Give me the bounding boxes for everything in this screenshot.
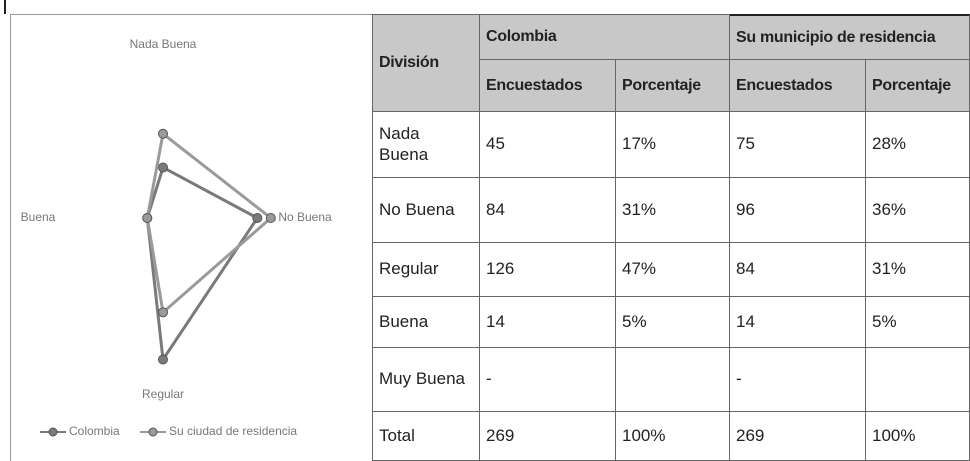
row-label: Muy Buena	[372, 348, 480, 412]
table-cell: 36%	[866, 178, 970, 243]
table-cell: -	[480, 348, 616, 412]
table-cell: 75	[730, 112, 866, 178]
table-cell: 31%	[616, 178, 730, 243]
chart-panel	[10, 14, 373, 461]
radar-chart: Nada Buena No Buena Regular Buena Colombia Su…	[21, 37, 332, 438]
header-sub: Porcentaje	[866, 60, 970, 112]
header-sub: Encuestados	[480, 60, 616, 112]
axis-label: No Buena	[278, 210, 332, 224]
axis-label: Regular	[142, 387, 184, 401]
table-cell: 100%	[616, 412, 730, 461]
row-label: Total	[372, 412, 480, 461]
table-cell: 126	[480, 243, 616, 297]
header-group: Su municipio de residencia	[730, 14, 970, 60]
legend-marker	[48, 427, 58, 437]
table-cell: -	[730, 348, 866, 412]
table-cell: 31%	[866, 243, 970, 297]
series-marker	[158, 307, 168, 318]
header-division: División	[372, 14, 480, 112]
table-cell: 47%	[616, 243, 730, 297]
series-marker	[158, 162, 168, 173]
series-marker	[252, 213, 263, 223]
axis-label: Nada Buena	[130, 37, 197, 51]
table-cell: 14	[730, 297, 866, 348]
table-cell: 96	[730, 178, 866, 243]
header-sub: Porcentaje	[616, 60, 730, 112]
table-cell: 5%	[616, 297, 730, 348]
table-cell: 17%	[616, 112, 730, 178]
header-sub: Encuestados	[730, 60, 866, 112]
legend-label: Su ciudad de residencia	[169, 424, 297, 438]
series-marker	[265, 213, 276, 223]
header-group: Colombia	[480, 14, 730, 60]
frame-line	[4, 0, 6, 14]
table-cell: 84	[730, 243, 866, 297]
legend-marker	[148, 427, 158, 437]
series-marker	[158, 128, 168, 139]
table-cell: 84	[480, 178, 616, 243]
table-cell: 14	[480, 297, 616, 348]
table-cell: 45	[480, 112, 616, 178]
table-cell: 100%	[866, 412, 970, 461]
row-label: Buena	[372, 297, 480, 348]
axis-label: Buena	[21, 210, 56, 224]
table-cell	[616, 348, 730, 412]
table-cell	[866, 348, 970, 412]
legend-label: Colombia	[69, 424, 120, 438]
table-cell: 269	[480, 412, 616, 461]
table-cell: 269	[730, 412, 866, 461]
row-label: Regular	[372, 243, 480, 297]
series-marker	[142, 213, 153, 223]
series-marker	[158, 354, 168, 365]
row-label: Nada Buena	[372, 112, 480, 178]
table-cell: 28%	[866, 112, 970, 178]
table-cell: 5%	[866, 297, 970, 348]
row-label: No Buena	[372, 178, 480, 243]
